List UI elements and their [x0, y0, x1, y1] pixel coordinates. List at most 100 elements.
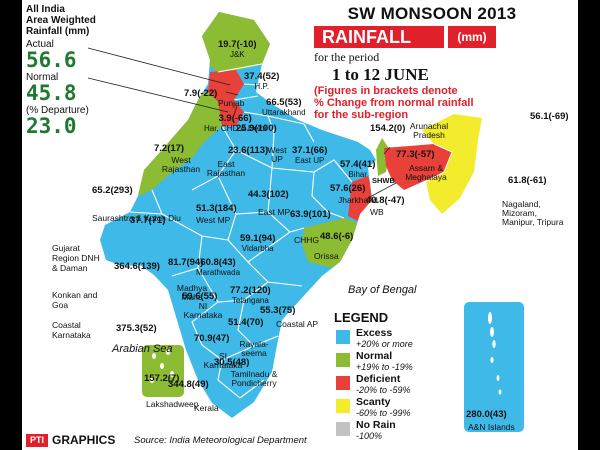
- legend-item-range: -60% to -99%: [356, 408, 411, 418]
- rainfall-banner: RAINFALL (mm): [314, 26, 572, 48]
- note-line: (Figures in brackets denote: [314, 85, 458, 97]
- name-uttarakhand: Uttarakhand: [262, 108, 306, 117]
- label-wb: 40.8(-47): [366, 196, 405, 206]
- label-ni-karnataka: 59.6(55): [182, 292, 217, 302]
- value-punjab: 7.9(-22): [184, 88, 218, 99]
- value-assam-meghalaya: 77.3(-57): [396, 149, 435, 160]
- value-uttarakhand: 66.5(53): [266, 97, 302, 108]
- label-west-up: 25.9(100): [236, 124, 277, 134]
- legend-title: LEGEND: [334, 310, 389, 325]
- value-chhg: 63.9(101): [290, 209, 331, 220]
- value-lakshadweep: 157.2(7): [144, 373, 180, 384]
- label-east-up: 37.1(66) East UP: [292, 146, 327, 166]
- legend-item-scanty: Scanty -60% to -99%: [334, 397, 462, 420]
- name-saurashtra: Saurashtra & Kutch Diu: [92, 213, 181, 223]
- legend-swatch: [336, 376, 350, 390]
- value-coastal-ap: 55.3(75): [260, 305, 296, 316]
- name-jk: J&K: [229, 50, 245, 59]
- value-kerala: 344.8(49): [168, 379, 209, 390]
- normal-value: 45.8: [26, 81, 77, 105]
- name-tamilnadu: Tamilnadu & Pondicherry: [230, 369, 278, 388]
- label-marathwada: 60.8(43) Marathwada: [196, 258, 240, 278]
- label-assam-meghalaya: 77.3(-57): [396, 150, 435, 160]
- andaman-islets: [488, 312, 502, 395]
- page-title: SW MONSOON 2013: [347, 4, 517, 23]
- summary-title-line: All India: [26, 4, 65, 15]
- value-wb: 40.8(-47): [366, 195, 405, 206]
- legend-item-name: Scanty: [356, 396, 391, 408]
- value-east-rajasthan: 23.6(113): [228, 145, 269, 156]
- name-assam-meghalaya: Assam & Meghalaya: [405, 163, 447, 182]
- name-si-karnataka: SI Karnataka: [203, 351, 243, 370]
- callout-lines: [87, 47, 397, 199]
- label-bihar: 57.4(41) Bihar: [340, 160, 375, 180]
- label-saurashtra: 65.2(293): [92, 186, 133, 196]
- value-arunachal: 56.1(-69): [530, 111, 569, 122]
- name-east-rajasthan: East Rajasthan: [206, 159, 246, 178]
- pti-logo: PTI: [26, 434, 48, 447]
- source-credit: Source: India Meteorological Department: [134, 435, 307, 446]
- name-coastal-karnataka: Coastal Karnataka: [52, 320, 91, 340]
- label-orissa: 48.6(-6): [320, 232, 353, 242]
- value-hp: 37.4(52): [244, 71, 280, 82]
- legend-item-name: Normal: [356, 350, 393, 362]
- label-rayalaseema: 51.4(70): [228, 317, 264, 328]
- label-east-mp: 44.3(102): [248, 190, 289, 200]
- label-vidarbha: 59.1(94) Vidarbha: [240, 234, 275, 254]
- legend-item-range: -20% to -59%: [356, 385, 411, 395]
- value-west-up: 25.9(100): [236, 123, 277, 134]
- label-punjab: 7.9(-22): [184, 89, 217, 99]
- legend-item-name: Excess: [356, 327, 393, 339]
- value-si-karnataka: 70.9(47): [194, 333, 230, 344]
- infographic-poster: All India Area Weighted Rainfall (mm) Ac…: [22, 0, 578, 450]
- name-coastal-ap: Coastal AP: [276, 319, 319, 329]
- value-west-mp: 51.3(184): [196, 203, 237, 214]
- name-hp: H.P.: [254, 82, 269, 91]
- region-lakshadweep: [142, 345, 184, 397]
- note-line: % Change from normal rainfall: [314, 97, 474, 109]
- label-tamilnadu: 30.5(48): [214, 358, 249, 368]
- label-arabian-sea: Arabian Sea: [112, 343, 173, 355]
- header: SW MONSOON 2013 RAINFALL (mm) for the pe…: [292, 4, 572, 121]
- name-east-up: East UP: [295, 156, 325, 165]
- label-uttarakhand: 66.5(53) Uttarakhand: [262, 98, 306, 118]
- label-hp: 37.4(52) H.P.: [244, 72, 279, 92]
- legend-item-deficient: Deficient -20% to -59%: [334, 374, 462, 397]
- rainfall-title: RAINFALL: [314, 26, 444, 48]
- legend: LEGEND Excess +20% or more Normal +19% t…: [334, 310, 462, 443]
- region-haryana-delhi: [218, 100, 244, 126]
- label-arunachal: 56.1(-69): [530, 112, 569, 122]
- region-nmmt: [426, 140, 478, 214]
- label-west-rajasthan: 7.2(17): [154, 144, 184, 154]
- legend-swatch: [336, 330, 350, 344]
- name-madhya-maha: Madhya Maha: [176, 283, 208, 302]
- name-kerala: Kerala: [194, 403, 219, 413]
- name-konkan: Konkan and Goa: [52, 290, 98, 310]
- note-line: for the sub-region: [314, 109, 409, 121]
- name-bihar: Bihar: [348, 170, 368, 179]
- value-andaman: 280.0(43): [466, 409, 507, 420]
- name-orissa: Orissa: [314, 251, 339, 261]
- label-east-rajasthan: 23.6(113): [228, 145, 269, 156]
- name-telangana: Telangana: [231, 296, 269, 305]
- label-lakshadweep: 157.2(7): [144, 374, 179, 384]
- region-arunachal: [422, 114, 482, 152]
- value-marathwada: 60.8(43): [200, 257, 236, 268]
- value-tamilnadu: 30.5(48): [214, 357, 250, 368]
- region-andaman-nicobar: [464, 302, 524, 432]
- value-haryana-delhi: 3.9(-66): [218, 113, 252, 124]
- value-coastal-karnataka: 375.3(52): [116, 323, 157, 334]
- value-telangana: 77.2(120): [230, 285, 271, 296]
- value-jk: 19.7(-10): [218, 39, 257, 50]
- value-orissa: 48.6(-6): [320, 231, 354, 242]
- rainfall-unit: (mm): [448, 26, 496, 48]
- value-west-rajasthan: 7.2(17): [154, 143, 185, 154]
- period-label: for the period: [314, 50, 380, 64]
- value-rayalaseema: 51.4(70): [228, 317, 264, 328]
- summary-title-line: Rainfall (mm): [26, 26, 90, 37]
- name-nmmt: Nagaland, Mizoram, Manipur, Tripura: [502, 199, 564, 227]
- value-vidarbha: 59.1(94): [240, 233, 276, 244]
- label-shwb: 154.2(0): [370, 124, 405, 134]
- footer: PTI GRAPHICS Source: India Meteorologica…: [26, 433, 386, 449]
